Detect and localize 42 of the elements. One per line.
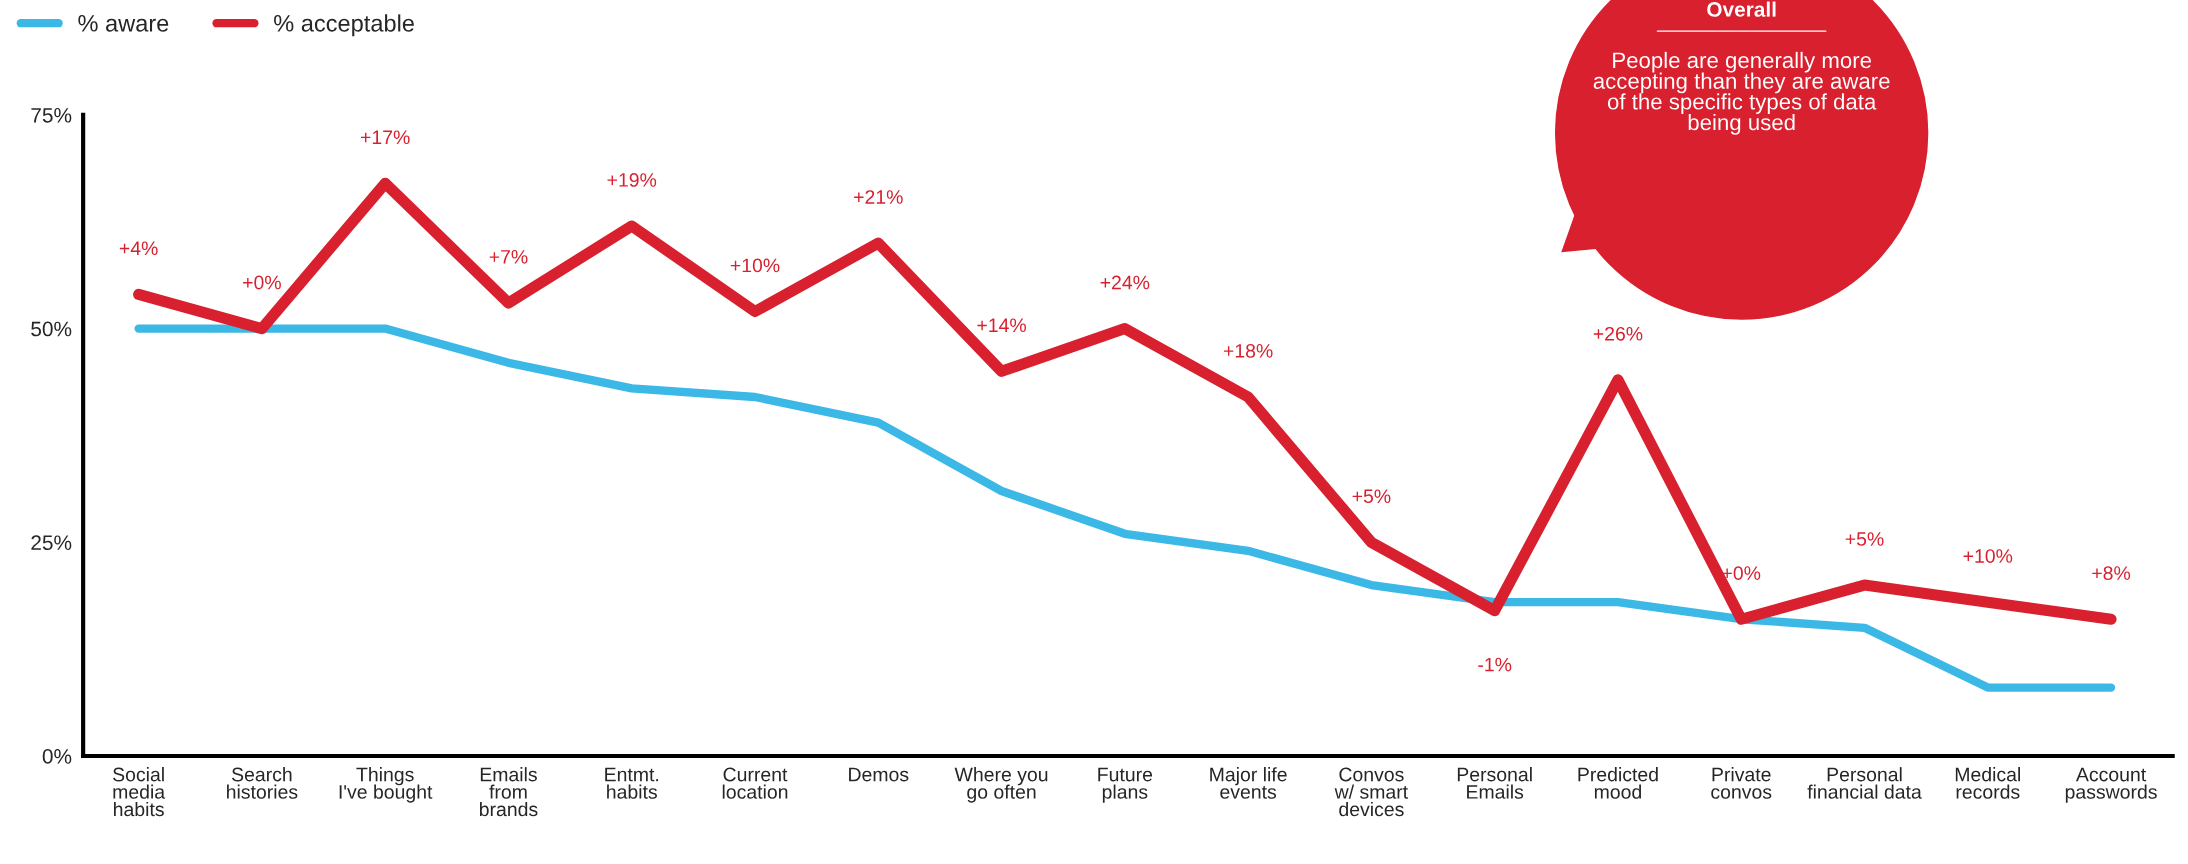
x-tick-label: Emails from brands <box>479 767 538 817</box>
annotation: +0% <box>1722 566 1761 581</box>
text: Overall <box>1707 1 1776 17</box>
x-tick-label: Entmt. habits <box>605 767 659 799</box>
x-tick-label: Private convos <box>1711 767 1772 799</box>
annotation: +10% <box>730 258 780 273</box>
annotation: -1% <box>1478 657 1512 672</box>
legend-label: % aware <box>78 15 169 32</box>
x-tick-label: Predicted mood <box>1578 767 1658 799</box>
x-tick-label: Current location <box>722 767 788 799</box>
annotation: +24% <box>1100 275 1150 290</box>
x-tick-label: Convos w/ smart devices <box>1334 767 1408 817</box>
x-tick-label: Where you go often <box>954 767 1048 803</box>
y-tick-label: 0% <box>42 749 72 764</box>
x-tick-label: Account passwords <box>2065 767 2157 803</box>
annotation: +7% <box>489 250 528 264</box>
y-tick-label: 50% <box>31 321 72 337</box>
y-tick-label: 75% <box>31 108 72 123</box>
x-tick-label: Personal Emails <box>1457 767 1532 799</box>
annotation: +21% <box>854 190 903 204</box>
x-tick-label: Medical records <box>1955 767 2020 799</box>
annotation: +14% <box>977 318 1026 333</box>
x-tick-label: Demos <box>849 767 909 782</box>
y-tick-label: 25% <box>31 535 72 551</box>
x-tick-label: Search histories <box>227 767 298 799</box>
annotation: People are generally more accepting than they are aware of the specific types of data being used <box>1593 51 1890 135</box>
annotation: +10% <box>1963 549 2013 563</box>
annotation: +19% <box>607 173 657 187</box>
x-tick-label: Personal financial data <box>1807 767 1922 799</box>
annotation: +5% <box>1352 489 1391 504</box>
annotation: +8% <box>2092 566 2131 581</box>
annotation: +4% <box>119 241 158 256</box>
annotation: +5% <box>1845 532 1884 546</box>
x-tick-label: Social media habits <box>113 767 166 817</box>
annotation: +0% <box>243 275 281 290</box>
x-tick-label: Things I've bought <box>339 767 433 803</box>
legend-label: % acceptable <box>274 14 414 37</box>
annotation: +17% <box>360 130 410 144</box>
x-tick-label: Future plans <box>1098 767 1153 803</box>
annotation: +26% <box>1593 326 1643 341</box>
x-tick-label: Major life events <box>1210 767 1287 799</box>
annotation: +18% <box>1223 344 1273 358</box>
